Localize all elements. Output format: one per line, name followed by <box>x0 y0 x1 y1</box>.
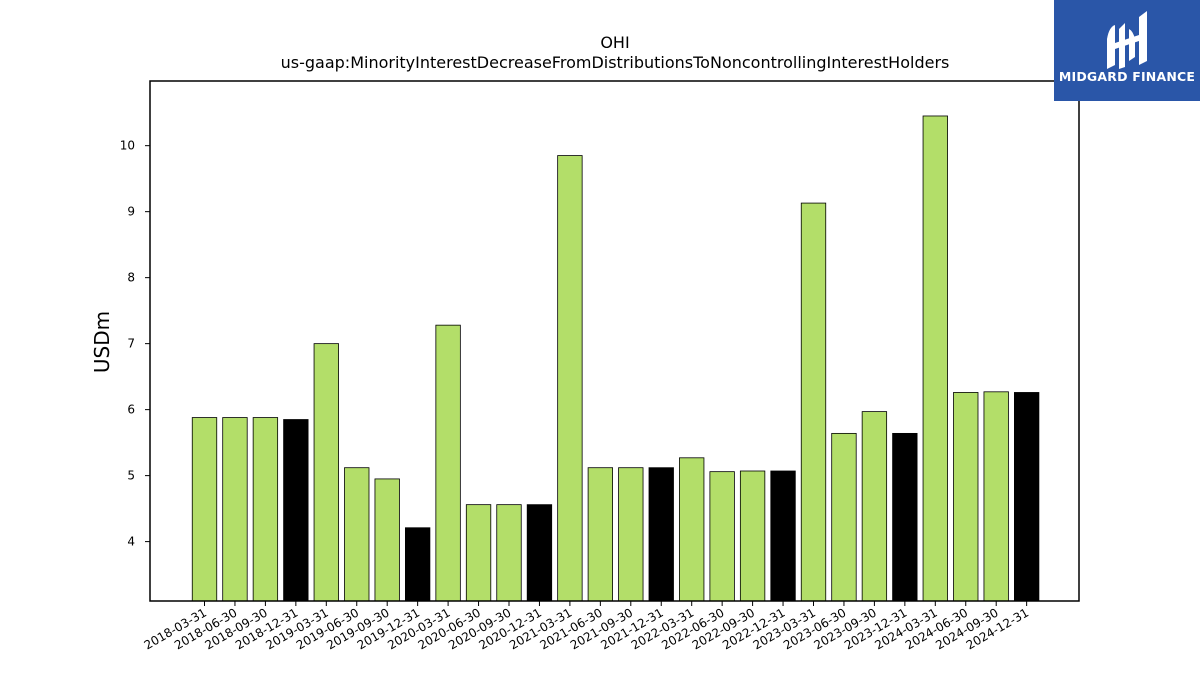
chart-title: OHI <box>600 33 629 52</box>
bar-2022-09-30 <box>739 470 766 602</box>
bar-2021-03-31 <box>557 155 583 602</box>
bar-2021-06-30 <box>587 467 613 602</box>
y-tick-label: 5 <box>127 469 135 483</box>
bar-2019-06-30 <box>344 467 370 602</box>
bar-2024-03-31 <box>922 115 948 602</box>
logo-mark-icon <box>1107 11 1147 69</box>
bar-2018-03-31 <box>191 417 218 602</box>
logo-text: MIDGARD FINANCE <box>1058 69 1196 84</box>
y-tick-label: 9 <box>127 205 135 219</box>
bar-2019-09-30 <box>374 478 400 602</box>
bar-2019-12-31 <box>404 527 431 602</box>
bar-2020-12-31 <box>526 504 553 602</box>
bar-2023-12-31 <box>892 432 918 602</box>
y-tick-label: 4 <box>127 535 135 549</box>
plot-frame <box>149 80 1080 602</box>
bar-2022-03-31 <box>679 457 705 602</box>
y-tick-label: 6 <box>127 403 135 417</box>
bar-2023-03-31 <box>800 202 827 602</box>
y-tick-label: 7 <box>127 337 135 351</box>
y-ticks-group: 4 5 6 7 8 9 10 <box>120 139 150 549</box>
bar-2021-12-31 <box>648 467 674 602</box>
chart-subtitle: us-gaap:MinorityInterestDecreaseFromDist… <box>281 53 950 72</box>
bar-2024-09-30 <box>983 391 1009 602</box>
bar-2019-03-31 <box>313 343 339 602</box>
bars-group <box>191 115 1040 602</box>
bar-2024-06-30 <box>953 392 979 602</box>
bar-2018-12-31 <box>283 419 309 602</box>
bar-2020-06-30 <box>465 504 492 602</box>
bar-2021-09-30 <box>618 467 644 602</box>
bar-2022-06-30 <box>709 471 735 602</box>
bar-2020-09-30 <box>496 504 522 602</box>
bar-2023-09-30 <box>861 411 888 602</box>
bar-2020-03-31 <box>435 324 461 602</box>
y-tick-label: 8 <box>127 271 135 285</box>
bar-2024-12-31 <box>1014 392 1040 602</box>
midgard-finance-logo: MIDGARD FINANCE <box>1054 0 1200 101</box>
bar-2018-06-30 <box>222 417 248 602</box>
bar-2023-06-30 <box>831 432 857 602</box>
bar-2018-09-30 <box>252 417 279 602</box>
bar-2022-12-31 <box>770 470 796 602</box>
y-tick-label: 10 <box>120 139 135 153</box>
y-axis-label: USDm <box>90 311 114 373</box>
x-ticks-group: 2018-03-312018-06-302018-09-302018-12-31… <box>142 601 1031 652</box>
